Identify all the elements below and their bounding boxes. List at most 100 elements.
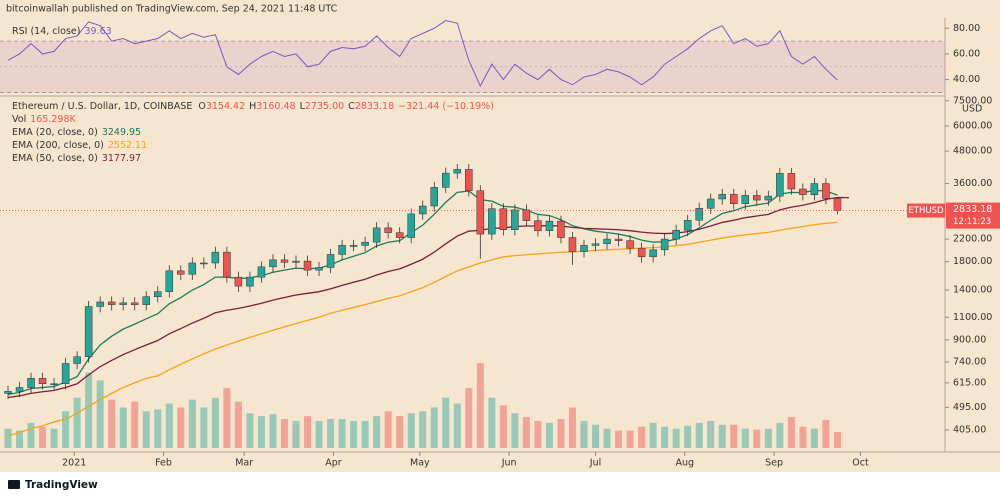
ema-name: EMA (20, close, 0) [12,127,98,138]
volume-bar [753,429,761,448]
candle-body [395,232,404,238]
volume-bar [304,416,312,448]
candle-body [269,259,277,268]
candle-body [649,249,657,258]
volume-bar [545,422,553,448]
volume-bar [787,417,795,448]
volume-bar [280,419,288,448]
rsi-name: RSI (14, close) [12,26,80,37]
candle-body [672,229,680,240]
volume-bar [407,413,415,448]
candle-body [626,240,634,249]
candle-body [787,173,796,190]
candle-body [165,270,174,292]
volume-bar [476,363,484,448]
candle-body [499,208,508,230]
candle-body [338,245,346,255]
candle-body [442,172,450,188]
volume-bar [165,403,173,448]
volume-bar [511,413,519,448]
candle-body [107,301,116,305]
ema-line [7,221,838,437]
candle-body [280,259,289,263]
candle-body [96,301,104,307]
candle-body [753,195,761,201]
volume-bar [626,430,634,448]
candle-body [465,169,473,191]
volume-bar [4,428,12,448]
candle-body [349,245,358,247]
rsi-tick-label: 40.00 [953,74,980,85]
ohlc-key: C [348,101,355,112]
volume-bar [707,420,715,448]
volume-bar [62,411,70,448]
volume-bar [338,419,346,448]
x-tick-label: 2021 [62,458,86,469]
volume-bar [833,432,841,448]
ohlc-key: H [249,101,256,112]
candle-body [200,262,208,265]
volume-bar [661,426,669,448]
y-tick-label: 900.00 [953,334,986,345]
candle-body [660,238,669,251]
candle-body [603,238,611,245]
volume-bar [39,426,47,448]
candle-body [292,260,300,263]
volume-bar [557,419,565,448]
ema-legend: EMA (50, close, 0) 3177.97 [12,153,141,164]
candle-body [326,254,335,268]
ema-name: EMA (200, close, 0) [12,140,104,151]
price-tag [946,202,1000,229]
ohlc-value: 2833.18 [355,101,394,112]
candle-body [61,363,70,384]
ema-legend: EMA (200, close, 0) 2552.11 [12,140,147,151]
volume-bar [453,403,461,448]
candle-body [384,227,392,233]
volume-bar [442,397,450,448]
volume-bar [799,426,807,448]
volume-bar [188,399,196,448]
candle-body [257,266,266,278]
ema-value: 3177.97 [102,153,141,164]
change-value: −321.44 (−10.19%) [398,101,494,112]
candle-body [418,205,427,215]
candle-body [718,194,726,200]
volume-bar [131,401,139,448]
candle-body [73,356,81,364]
volume-bar [822,419,830,448]
candle-body [833,198,842,211]
volume-bar [615,430,623,448]
ticker-tag [907,203,945,218]
candle-body [488,208,496,235]
rsi-legend: RSI (14, close) 39.63 [12,26,112,37]
volume-bar [257,416,265,448]
rsi-band [0,41,945,93]
volume-bar [85,372,93,448]
y-tick-label: 1100.00 [953,312,992,323]
candle-body [511,209,519,230]
candle-body [545,220,554,231]
candle-body [188,262,197,275]
y-tick-label: 1800.00 [953,256,992,267]
candle-body [764,195,773,201]
volume-bar [684,425,692,448]
volume-bar [465,388,473,448]
candle-body [177,270,185,275]
candle-body [303,260,312,271]
candle-body [591,243,600,246]
ema-line [7,189,838,396]
ohlc-key: O [198,101,205,112]
candle-body [614,238,623,241]
y-tick-label: 615.00 [953,377,986,388]
y-tick-label: 405.00 [953,424,986,435]
volume-bar [672,428,680,448]
currency-label: USD [962,104,982,115]
volume-bar [592,424,600,448]
candle-body [4,391,12,394]
y-tick-label: 740.00 [953,356,986,367]
volume-bar [292,420,300,448]
volume-bar [522,417,530,448]
volume-bar [211,397,219,448]
